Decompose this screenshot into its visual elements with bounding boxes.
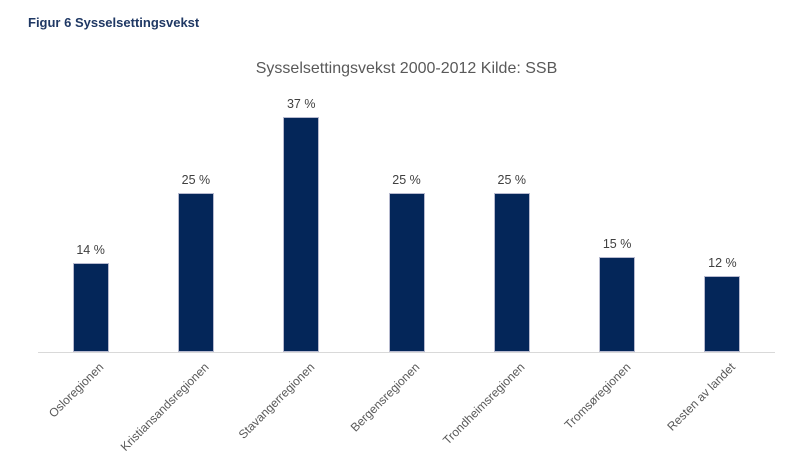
x-axis-category-label: Resten av landet <box>664 360 739 434</box>
x-axis-category-label: Trondheimsregionen <box>440 360 528 448</box>
bar-value-label: 12 % <box>708 256 737 270</box>
bar <box>599 257 636 352</box>
bar-value-label: 14 % <box>76 243 105 257</box>
x-axis-category-label: Bergensregionen <box>347 360 423 435</box>
x-axis-category-label: Osloregionen <box>46 360 107 421</box>
x-axis-line <box>38 352 775 353</box>
bar <box>388 193 425 352</box>
bar <box>72 263 109 352</box>
x-axis-category-label: Stavangerregionen <box>235 360 318 442</box>
figure-caption: Figur 6 Sysselsettingsvekst <box>28 15 200 30</box>
bar-value-label: 25 % <box>392 173 421 187</box>
bar-value-label: 37 % <box>286 97 316 111</box>
bar <box>493 193 530 352</box>
bar-value-label: 25 % <box>181 173 211 187</box>
bar-value-label: 15 % <box>602 237 632 251</box>
bar <box>704 276 741 352</box>
bar <box>283 117 320 352</box>
x-axis-category-label: Kristiansandsregionen <box>117 360 212 454</box>
chart-title: Sysselsettingsvekst 2000-2012 Kilde: SSB <box>255 60 558 77</box>
x-axis-category-label: Tromsøregionen <box>561 360 634 432</box>
bar <box>177 193 214 352</box>
bar-value-label: 25 % <box>497 173 527 187</box>
